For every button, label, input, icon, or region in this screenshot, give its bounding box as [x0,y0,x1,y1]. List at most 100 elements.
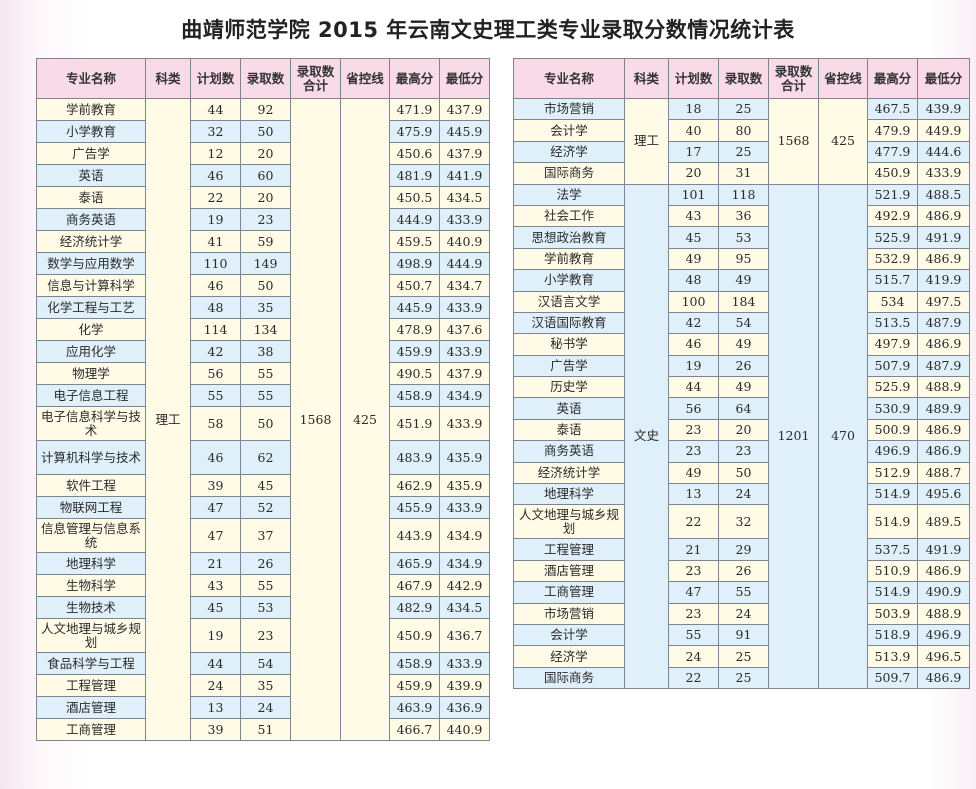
major-name: 广告学 [36,142,146,165]
major-name: 软件工程 [36,474,146,497]
table-row: 国际商务 22 25 509.7 486.9 [513,666,970,690]
major-name: 泰语 [513,418,625,442]
column-header-control-line: 省控线 [818,58,868,99]
min-score: 433.9 [917,162,970,185]
min-score: 486.9 [917,418,970,442]
admitted-count: 92 [240,98,291,121]
table-row: 信息管理与信息系统 47 37 443.9 434.9 [36,518,490,553]
table-row: 市场营销 23 24 503.9 488.9 [513,602,970,625]
admitted-count: 29 [718,538,769,561]
admitted-count: 37 [240,518,291,553]
table-row: 历史学 44 49 525.9 488.9 [513,376,970,399]
major-name: 英语 [513,397,625,420]
plan-count: 43 [668,204,719,228]
major-name: 会计学 [513,623,625,647]
column-header-label: 录取数合计 [774,63,813,93]
table-row: 地理科学 13 24 514.9 495.6 [513,483,970,506]
category-cell: 理工 [145,98,191,741]
max-score: 444.9 [389,208,440,231]
table-row: 人文地理与城乡规划 19 23 450.9 436.7 [36,618,490,653]
table-row: 学前教育 理工 44 92 1568 425 471.9 437.9 [36,98,490,741]
major-name: 经济统计学 [36,230,146,253]
control-line-cell: 425 [340,98,390,741]
major-name: 工商管理 [513,581,625,604]
major-name: 地理科学 [36,552,146,575]
column-header-max-score: 最高分 [867,58,918,99]
major-name: 国际商务 [513,162,625,185]
max-score: 459.9 [389,674,440,697]
admitted-count: 59 [240,230,291,253]
column-header-admitted-count: 录取数 [718,58,769,99]
table-row: 思想政治教育 45 53 525.9 491.9 [513,226,970,249]
plan-count: 23 [668,418,719,442]
table-row: 工商管理 47 55 514.9 490.9 [513,581,970,604]
major-name: 汉语国际教育 [513,311,625,335]
min-score: 437.9 [439,142,490,165]
max-score: 462.9 [389,474,440,497]
table-row: 会计学 40 80 479.9 449.9 [513,119,970,142]
plan-count: 110 [190,252,241,275]
plan-count: 49 [668,247,719,271]
admitted-count: 26 [718,559,769,583]
plan-count: 42 [190,340,241,363]
admitted-count: 53 [240,596,291,619]
min-score: 445.9 [439,120,490,143]
plan-count: 22 [668,504,719,540]
admitted-count: 149 [240,252,291,275]
max-score: 450.7 [389,274,440,297]
admitted-count: 49 [718,269,769,292]
admitted-count: 91 [718,623,769,647]
table-row: 汉语国际教育 42 54 513.5 487.9 [513,311,970,335]
plan-count: 13 [668,483,719,506]
max-score: 513.5 [867,311,918,335]
table-row: 社会工作 43 36 492.9 486.9 [513,204,970,228]
plan-count: 46 [190,440,241,475]
max-score: 510.9 [867,559,918,583]
plan-count: 21 [668,538,719,561]
plan-count: 44 [190,98,241,121]
admitted-count: 51 [240,718,291,741]
max-score: 512.9 [867,461,918,485]
max-score: 513.9 [867,645,918,668]
admitted-count: 80 [718,119,769,142]
major-name: 国际商务 [513,666,625,690]
max-score: 525.9 [867,376,918,399]
table-row: 国际商务 20 31 450.9 433.9 [513,162,970,185]
table-row: 小学教育 32 50 475.9 445.9 [36,120,490,143]
plan-count: 46 [668,333,719,356]
min-score: 440.9 [439,230,490,253]
plan-count: 23 [668,559,719,583]
min-score: 433.9 [439,296,490,319]
admitted-count: 53 [718,226,769,249]
max-score: 515.7 [867,269,918,292]
max-score: 458.9 [389,652,440,675]
major-name: 酒店管理 [513,559,625,583]
plan-count: 39 [190,718,241,741]
major-name: 电子信息科学与技术 [36,406,146,441]
table-row: 化学工程与工艺 48 35 445.9 433.9 [36,296,490,319]
table-row: 食品科学与工程 44 54 458.9 433.9 [36,652,490,675]
column-header-major-name: 专业名称 [513,58,625,99]
max-score: 514.9 [867,483,918,506]
plan-count: 56 [190,362,241,385]
admitted-count: 31 [718,162,769,185]
plan-count: 55 [190,384,241,407]
admitted-count: 35 [240,296,291,319]
major-name: 市场营销 [513,97,625,121]
plan-count: 24 [190,674,241,697]
plan-count: 49 [668,461,719,485]
major-name: 学前教育 [36,98,146,121]
major-name: 物理学 [36,362,146,385]
column-header-admitted-count: 录取数 [240,58,291,99]
column-header-admitted-total: 录取数合计 [290,58,341,99]
admitted-count: 60 [240,164,291,187]
min-score: 433.9 [439,496,490,519]
min-score: 440.9 [439,718,490,741]
admitted-count: 24 [718,602,769,625]
admitted-total-cell: 1201 [768,183,819,690]
max-score: 518.9 [867,623,918,647]
admitted-count: 52 [240,496,291,519]
max-score: 475.9 [389,120,440,143]
major-name: 广告学 [513,354,625,378]
max-score: 478.9 [389,318,440,341]
